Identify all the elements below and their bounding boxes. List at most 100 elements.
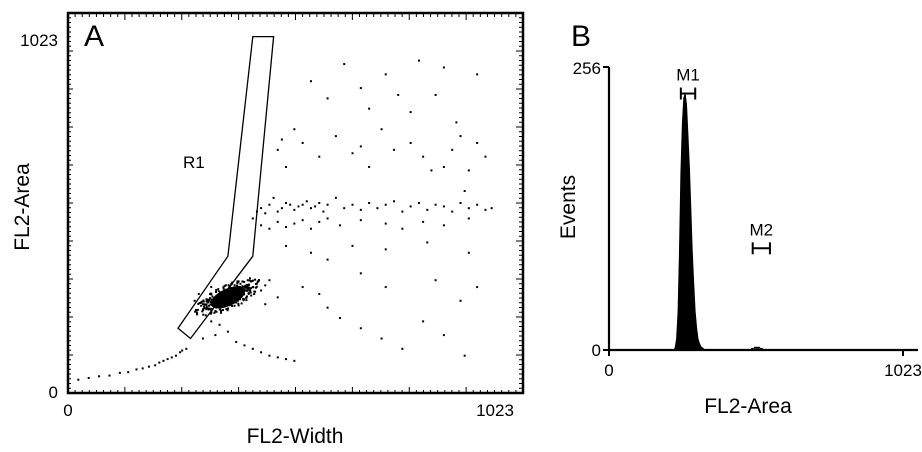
event-point [484,208,487,211]
event-point [467,217,470,220]
event-point [334,196,337,199]
event-point [203,305,206,308]
event-point [368,202,371,205]
event-point [198,301,201,304]
event-point [309,207,312,210]
event-point [326,203,329,206]
event-point [200,300,203,303]
event-point [231,293,234,296]
event-point [318,292,321,295]
panel-b-axis-ticks [603,66,904,356]
event-point [250,287,253,290]
histogram-markers: M1 M2 [676,66,773,350]
event-point [280,207,283,210]
event-point [241,285,244,288]
event-point [237,302,240,305]
event-point [409,205,412,208]
panel-b-y-axis-label: Events [557,175,580,239]
event-point [339,224,342,227]
event-point [229,297,232,300]
event-point [245,296,248,299]
event-point [214,334,217,337]
event-point [202,299,205,302]
event-point [256,280,259,283]
event-point [301,219,304,222]
event-point [237,285,240,288]
marker-label: M2 [750,220,774,239]
event-point [254,282,257,285]
event-point [239,287,242,290]
event-point [236,284,239,287]
event-point [422,155,425,158]
event-point [226,330,229,333]
event-point [359,208,362,211]
event-point [276,210,279,213]
event-point [245,295,248,298]
event-point [207,301,210,304]
event-point [318,220,321,223]
event-point [264,284,267,287]
event-point [241,287,244,290]
event-point [467,207,470,210]
event-point [476,203,479,206]
event-point [476,73,479,76]
event-point [239,291,242,294]
event-point [238,289,241,292]
event-point [204,314,207,317]
event-point [260,207,263,210]
event-point [233,296,236,299]
event-point [409,141,412,144]
event-point [218,308,221,311]
event-point [204,307,207,310]
event-point [237,304,240,307]
event-point [197,292,200,295]
event-point [401,210,404,213]
event-point [219,291,222,294]
event-point [293,208,296,211]
event-point [459,299,462,302]
event-point [213,311,216,314]
event-point [318,155,321,158]
event-point [301,286,304,289]
event-point [193,299,196,302]
event-point [326,306,329,309]
event-point [199,301,202,304]
panel-b-letter: B [571,20,591,53]
event-point [252,286,255,289]
histogram-bin [754,346,758,349]
event-point [285,202,288,205]
event-point [217,290,220,293]
event-point [239,282,242,285]
event-point [141,367,144,370]
event-point [218,323,221,326]
event-point [249,280,252,283]
event-point [194,308,197,311]
panel-a-top-ticks [67,13,524,20]
event-point [397,93,400,96]
event-point [455,121,458,124]
event-point [185,347,188,350]
event-point [484,155,487,158]
event-point [401,347,404,350]
event-point [268,354,271,357]
event-point [221,309,224,312]
event-point [211,303,214,306]
event-point [135,368,138,371]
event-point [334,135,337,138]
event-point [213,298,216,301]
event-point [463,354,466,357]
event-point [221,292,224,295]
event-point [314,205,317,208]
gate-r1-outline [177,35,275,340]
event-point [243,344,246,347]
event-point [251,217,254,220]
event-point [158,361,161,364]
event-point [228,287,231,290]
event-point [230,300,233,303]
event-point [250,294,253,297]
event-point [434,203,437,206]
event-point [221,291,224,294]
event-point [240,302,243,305]
event-point [384,73,387,76]
event-point [276,356,279,359]
